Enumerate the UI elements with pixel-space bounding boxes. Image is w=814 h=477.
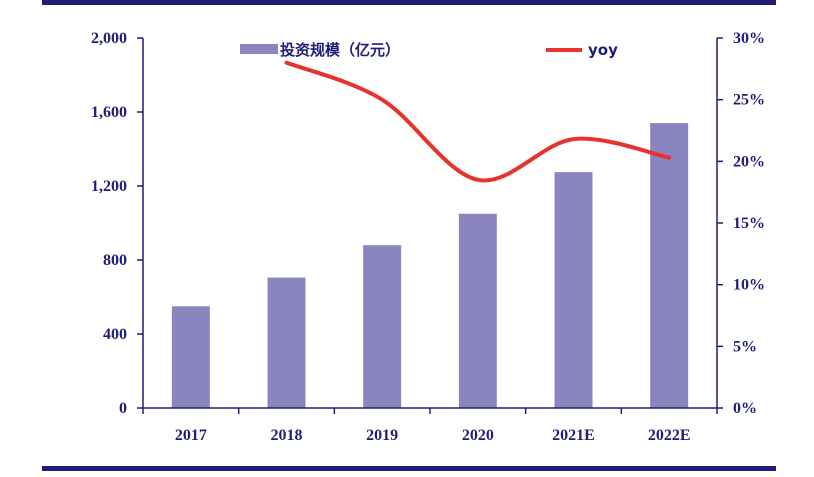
x-tick-label: 2022E — [648, 427, 691, 444]
left-tick-label: 400 — [103, 326, 127, 343]
right-tick-label: 5% — [733, 338, 757, 355]
left-tick-label: 1,600 — [91, 104, 127, 121]
right-tick-label: 25% — [733, 92, 765, 109]
left-tick-label: 2,000 — [91, 30, 127, 47]
right-tick-label: 20% — [733, 153, 765, 170]
legend-line-label: yoy — [588, 41, 618, 59]
right-tick-label: 15% — [733, 215, 765, 232]
x-tick-label: 2021E — [552, 427, 595, 444]
left-tick-label: 0 — [119, 400, 127, 417]
x-tick-label: 2018 — [271, 427, 303, 444]
x-tick-label: 2017 — [175, 427, 207, 444]
bar-2019 — [363, 245, 402, 408]
top-rule — [42, 0, 776, 5]
left-tick-label: 1,200 — [91, 178, 127, 195]
left-tick-label: 800 — [103, 252, 127, 269]
bottom-rule — [42, 466, 776, 471]
x-tick-label: 2019 — [366, 427, 398, 444]
bar-2022E — [650, 123, 689, 408]
bar-2018 — [267, 277, 306, 408]
right-tick-label: 0% — [733, 400, 757, 417]
legend-bar-swatch — [240, 44, 278, 54]
right-tick-label: 30% — [733, 30, 765, 47]
right-tick-label: 10% — [733, 277, 765, 294]
x-tick-label: 2020 — [462, 427, 494, 444]
bar-2021E — [554, 172, 593, 408]
bar-2017 — [171, 306, 210, 408]
yoy-line — [284, 60, 672, 183]
legend-bar-label: 投资规模（亿元） — [280, 41, 400, 59]
bar-2020 — [458, 213, 497, 408]
